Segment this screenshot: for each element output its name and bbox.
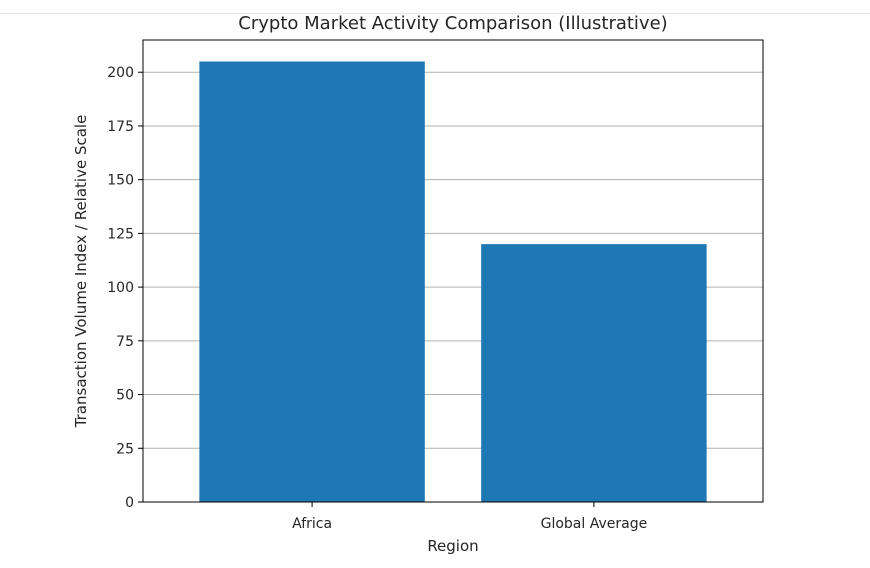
bars [199, 61, 707, 503]
y-tick-label: 25 [116, 441, 134, 457]
y-tick-label: 100 [107, 280, 134, 296]
x-axis-ticks: Africa Global Average [292, 502, 647, 532]
chart-title: Crypto Market Activity Comparison (Illus… [238, 13, 667, 34]
y-tick-label: 175 [107, 119, 134, 135]
y-tick-label: 150 [107, 173, 134, 189]
y-axis-ticks: 0 25 50 75 100 125 150 175 200 [107, 65, 143, 511]
y-tick-label: 0 [125, 495, 134, 511]
x-tick-label: Global Average [541, 516, 648, 532]
y-axis-label: Transaction Volume Index / Relative Scal… [72, 115, 90, 429]
y-tick-label: 200 [107, 65, 134, 81]
x-axis-label: Region [427, 537, 478, 555]
y-tick-label: 125 [107, 226, 134, 242]
x-tick-label: Africa [292, 516, 332, 532]
top-divider [0, 13, 870, 14]
y-tick-label: 75 [116, 334, 134, 350]
bar-global-average [481, 244, 707, 503]
bar-africa [199, 61, 425, 502]
plot-frame [142, 39, 764, 503]
y-tick-label: 50 [116, 388, 134, 404]
